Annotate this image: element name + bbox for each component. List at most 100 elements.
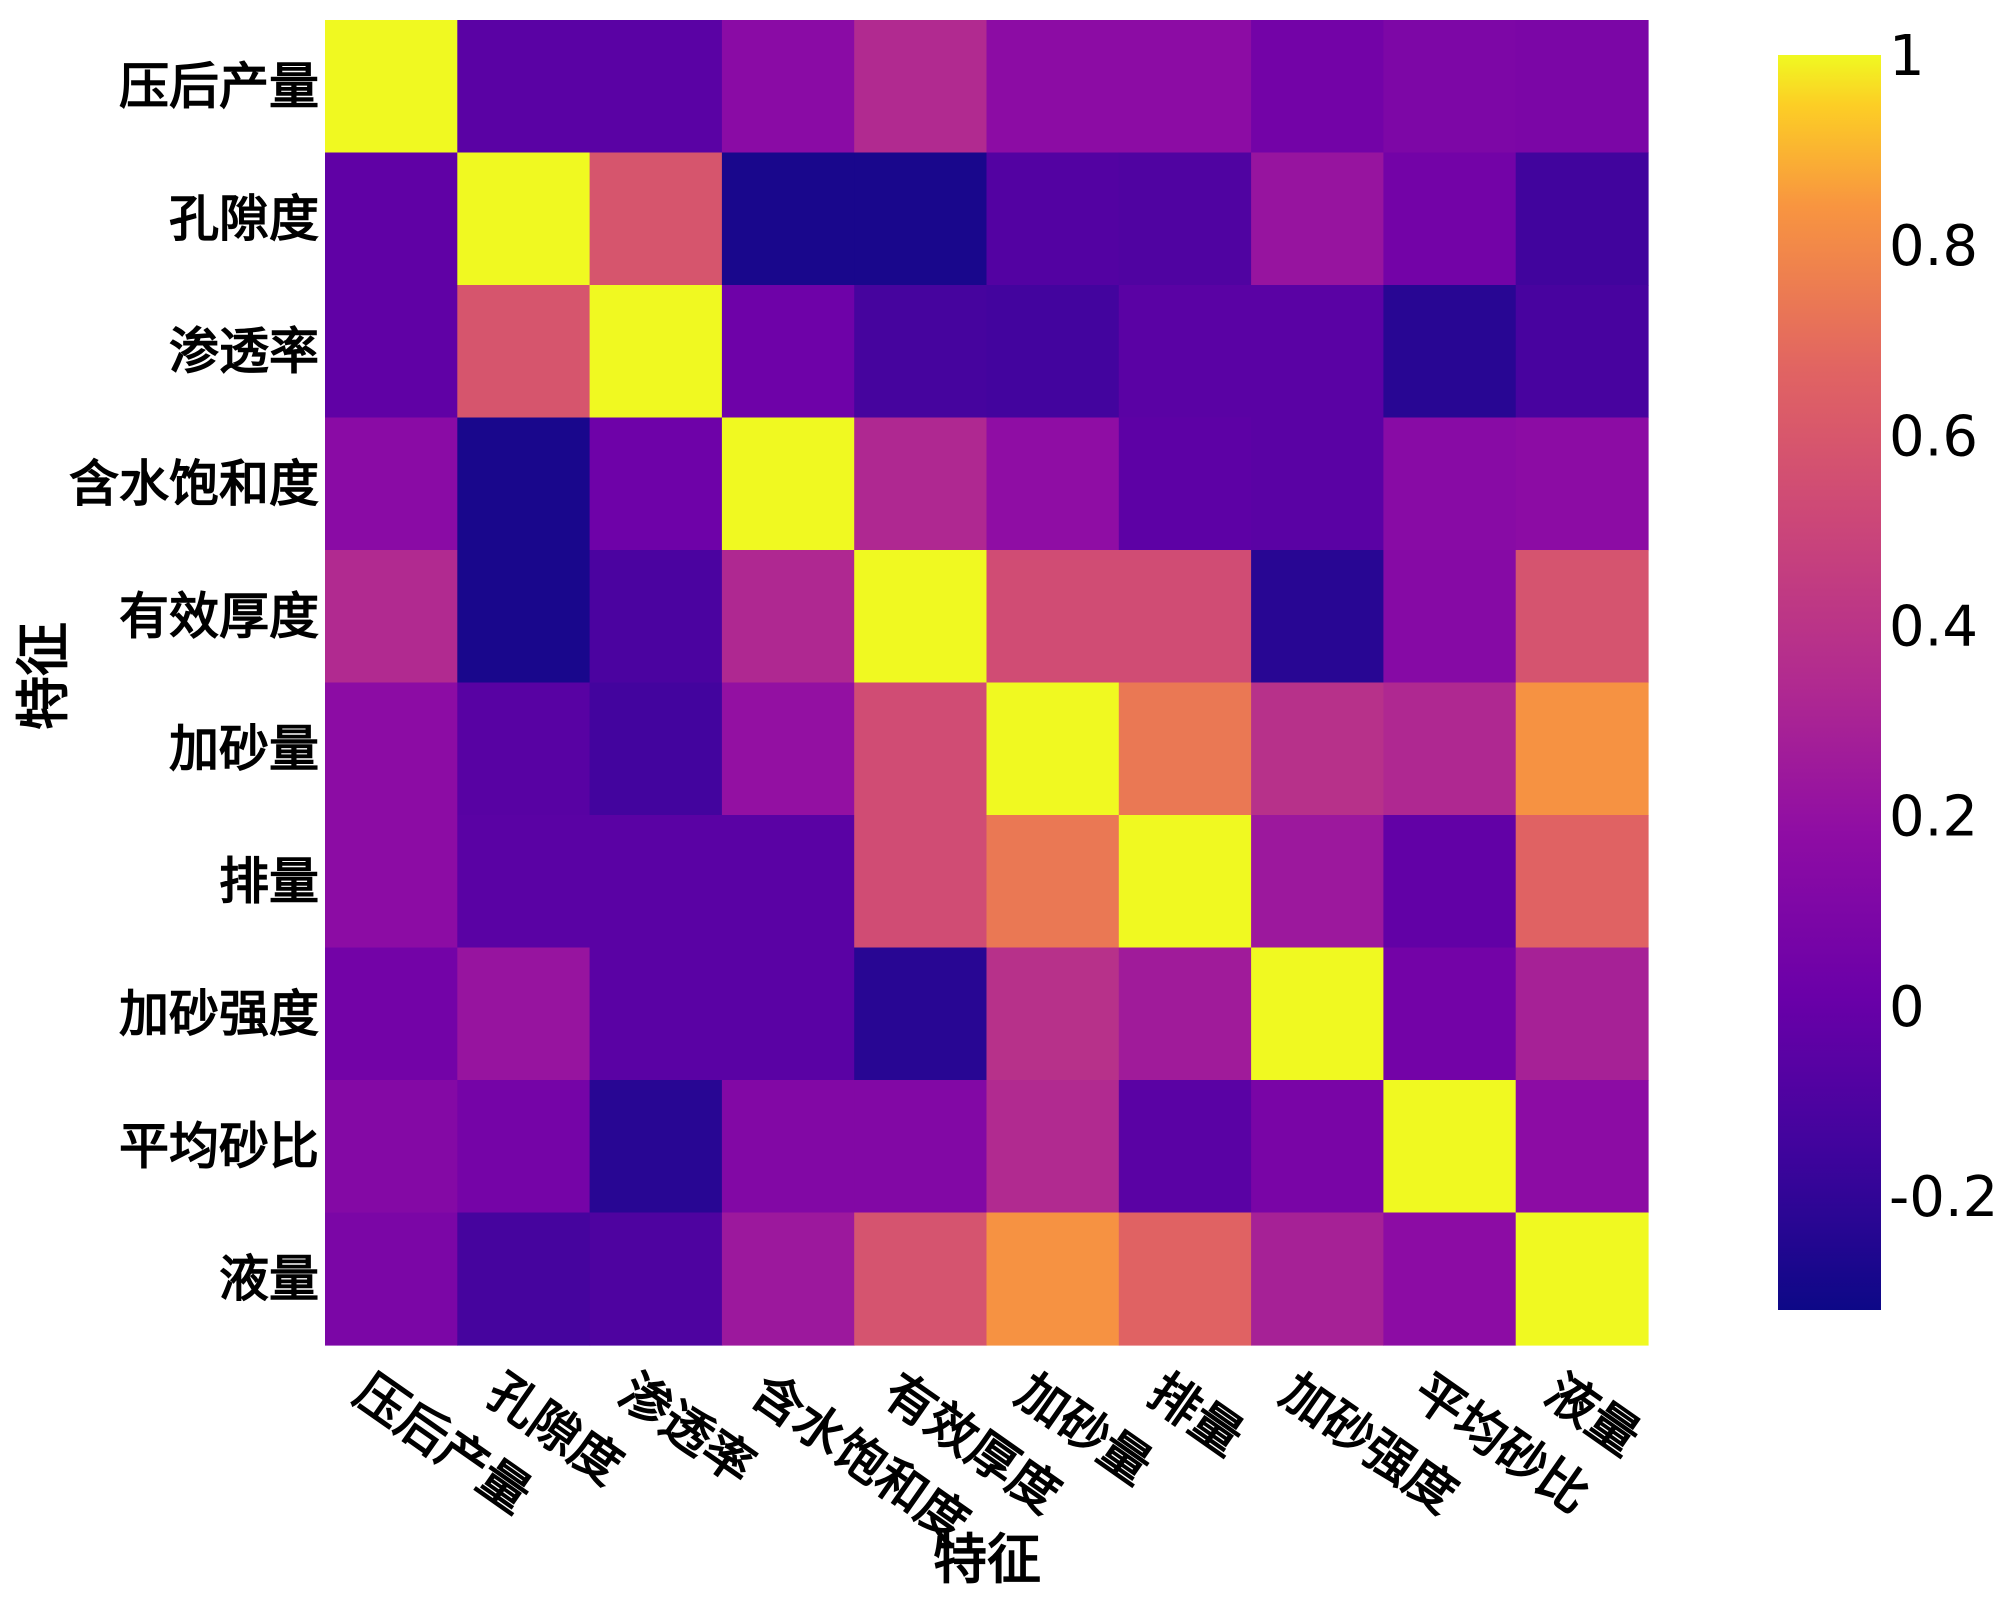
heatmap-cell bbox=[1515, 1212, 1649, 1346]
heatmap-cell bbox=[589, 152, 723, 286]
heatmap-cell bbox=[986, 1212, 1120, 1346]
heatmap-cell bbox=[325, 20, 458, 154]
heatmap-cell bbox=[721, 550, 855, 684]
heatmap-cells bbox=[325, 20, 1649, 1346]
y-tick-label: 孔隙度 bbox=[169, 190, 319, 248]
heatmap-cell bbox=[325, 947, 458, 1081]
heatmap-cell bbox=[589, 417, 723, 551]
x-tick-label: 渗透率 bbox=[609, 1362, 765, 1496]
heatmap-cell bbox=[1515, 815, 1649, 949]
heatmap-cell bbox=[1118, 682, 1252, 816]
heatmap-cell bbox=[1383, 1212, 1517, 1346]
heatmap-cell bbox=[721, 1080, 855, 1214]
heatmap-cell bbox=[589, 550, 723, 684]
heatmap-cell bbox=[457, 1080, 591, 1214]
heatmap-cell bbox=[721, 417, 855, 551]
heatmap-cell bbox=[1383, 815, 1517, 949]
heatmap-cell bbox=[457, 152, 591, 286]
heatmap-cell bbox=[986, 417, 1120, 551]
heatmap-cell bbox=[1251, 815, 1384, 949]
heatmap-cell bbox=[1383, 417, 1517, 551]
heatmap-cell bbox=[1118, 1212, 1252, 1346]
heatmap-cell bbox=[457, 1212, 591, 1346]
heatmap-cell bbox=[1251, 682, 1384, 816]
heatmap-cell bbox=[1118, 815, 1252, 949]
heatmap-cell bbox=[1251, 285, 1384, 419]
heatmap-cell bbox=[457, 20, 591, 154]
heatmap-cell bbox=[721, 682, 855, 816]
colorbar-tick-label: 1 bbox=[1889, 24, 1925, 89]
heatmap-cell bbox=[854, 1212, 988, 1346]
heatmap-cell bbox=[1118, 947, 1252, 1081]
heatmap-cell bbox=[457, 417, 591, 551]
heatmap-cell bbox=[721, 20, 855, 154]
heatmap-cell bbox=[854, 1080, 988, 1214]
heatmap-cell bbox=[1383, 1080, 1517, 1214]
heatmap-cell bbox=[457, 682, 591, 816]
heatmap-cell bbox=[589, 947, 723, 1081]
heatmap-cell bbox=[1383, 682, 1517, 816]
heatmap-cell bbox=[1515, 682, 1649, 816]
heatmap-cell bbox=[1118, 152, 1252, 286]
colorbar-tick-label: -0.2 bbox=[1889, 1165, 1998, 1230]
heatmap-cell bbox=[1251, 1080, 1384, 1214]
heatmap-cell bbox=[1515, 947, 1649, 1081]
heatmap-cell bbox=[325, 682, 458, 816]
y-tick-label: 平均砂比 bbox=[119, 1117, 319, 1175]
heatmap-cell bbox=[1515, 285, 1649, 419]
heatmap-cell bbox=[986, 20, 1120, 154]
y-tick-label: 排量 bbox=[219, 852, 319, 910]
y-tick-label: 液量 bbox=[219, 1250, 319, 1308]
heatmap-cell bbox=[854, 550, 988, 684]
colorbar-tick-label: 0.6 bbox=[1889, 404, 1978, 469]
heatmap-cell bbox=[1118, 417, 1252, 551]
colorbar-tick-labels: 1 0.8 0.6 0.4 0.2 0 -0.2 bbox=[1889, 24, 1998, 1230]
colorbar bbox=[1778, 55, 1881, 1310]
heatmap-cell bbox=[1251, 20, 1384, 154]
heatmap-cell bbox=[457, 285, 591, 419]
heatmap-cell bbox=[1515, 550, 1649, 684]
heatmap-cell bbox=[589, 815, 723, 949]
colorbar-tick-label: 0 bbox=[1889, 975, 1925, 1040]
heatmap-cell bbox=[589, 1212, 723, 1346]
heatmap-cell bbox=[589, 682, 723, 816]
heatmap-cell bbox=[325, 285, 458, 419]
heatmap-cell bbox=[457, 550, 591, 684]
heatmap-cell bbox=[1251, 550, 1384, 684]
heatmap-cell bbox=[1251, 417, 1384, 551]
y-tick-label: 加砂强度 bbox=[119, 985, 319, 1043]
heatmap-cell bbox=[1118, 20, 1252, 154]
colorbar-gradient bbox=[1778, 55, 1881, 1310]
heatmap-cell bbox=[721, 815, 855, 949]
heatmap-cell bbox=[854, 682, 988, 816]
heatmap-cell bbox=[854, 152, 988, 286]
heatmap-cell bbox=[986, 815, 1120, 949]
y-tick-label: 有效厚度 bbox=[119, 587, 319, 645]
heatmap-cell bbox=[854, 815, 988, 949]
heatmap-cell bbox=[986, 1080, 1120, 1214]
heatmap-cell bbox=[1251, 152, 1384, 286]
heatmap-cell bbox=[986, 682, 1120, 816]
heatmap-cell bbox=[1251, 1212, 1384, 1346]
heatmap-cell bbox=[1118, 285, 1252, 419]
heatmap-cell bbox=[325, 152, 458, 286]
heatmap-cell bbox=[854, 947, 988, 1081]
heatmap-cell bbox=[1118, 550, 1252, 684]
colorbar-tick-label: 0.8 bbox=[1889, 214, 1978, 279]
heatmap-cell bbox=[1383, 20, 1517, 154]
heatmap-cell bbox=[1383, 152, 1517, 286]
heatmap-cell bbox=[325, 1080, 458, 1214]
heatmap-cell bbox=[986, 285, 1120, 419]
colorbar-tick-label: 0.4 bbox=[1889, 595, 1978, 660]
y-tick-label: 渗透率 bbox=[169, 322, 319, 380]
heatmap-cell bbox=[325, 815, 458, 949]
heatmap-cell bbox=[1515, 1080, 1649, 1214]
heatmap-cell bbox=[854, 20, 988, 154]
heatmap-cell bbox=[1383, 947, 1517, 1081]
heatmap-cell bbox=[1251, 947, 1384, 1081]
heatmap-cell bbox=[589, 20, 723, 154]
heatmap-cell bbox=[721, 285, 855, 419]
heatmap-cell bbox=[589, 1080, 723, 1214]
